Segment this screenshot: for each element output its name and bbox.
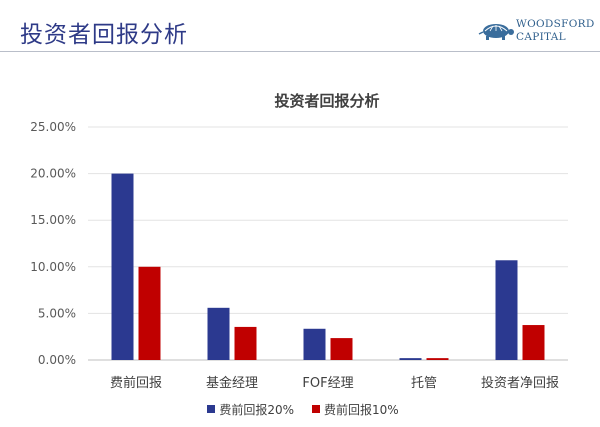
bar-series-2 (426, 358, 449, 360)
slide-title: 投资者回报分析 (20, 22, 188, 48)
bar-series-2 (234, 326, 257, 360)
x-tick-label: 费前回报 (110, 375, 162, 391)
x-tick-label: FOF经理 (302, 376, 353, 391)
bar-series-2 (138, 266, 161, 360)
y-tick-label: 15.00% (30, 213, 76, 227)
legend-label-series-1: 费前回报20% (219, 402, 294, 417)
legend-item-series-2: 费前回报10% (312, 401, 399, 418)
legend-swatch-series-2 (312, 405, 320, 413)
chart-title: 投资者回报分析 (274, 92, 379, 110)
bar-series-2 (522, 325, 545, 360)
bar-series-1 (111, 173, 134, 360)
y-tick-label: 20.00% (30, 167, 76, 181)
legend-swatch-series-1 (207, 405, 216, 413)
chart-legend: 费前回报20% 费前回报10% (0, 401, 600, 417)
logo-text-line2: CAPITAL (516, 31, 566, 43)
x-tick-label: 基金经理 (206, 375, 258, 391)
company-logo: WOODSFORD CAPITAL (478, 16, 595, 46)
header-divider (0, 51, 600, 52)
turtle-logo-icon (478, 24, 514, 40)
bar-series-1 (399, 358, 422, 360)
y-tick-label: 25.00% (30, 120, 76, 134)
x-tick-label: 托管 (411, 376, 437, 391)
bar-series-1 (303, 328, 326, 360)
y-tick-label: 0.00% (38, 353, 76, 367)
bar-chart: 投资者回报分析 0.00% 5.00% 10.00% 15.00% 20.00% 25.0… (30, 92, 568, 391)
bar-series-1 (495, 260, 518, 360)
slide-header: 投资者回报分析 WOODSFORD CAPITAL (0, 0, 600, 52)
x-tick-label: 投资者净回报 (481, 375, 559, 391)
bar-series-2 (330, 338, 353, 360)
legend-item-series-1: 费前回报20% (207, 401, 294, 418)
y-tick-label: 10.00% (30, 260, 76, 274)
legend-label-series-2: 费前回报10% (324, 402, 399, 417)
logo-text-line1: WOODSFORD (516, 18, 595, 30)
y-tick-label: 5.00% (38, 306, 76, 320)
bar-series-1 (207, 307, 230, 360)
